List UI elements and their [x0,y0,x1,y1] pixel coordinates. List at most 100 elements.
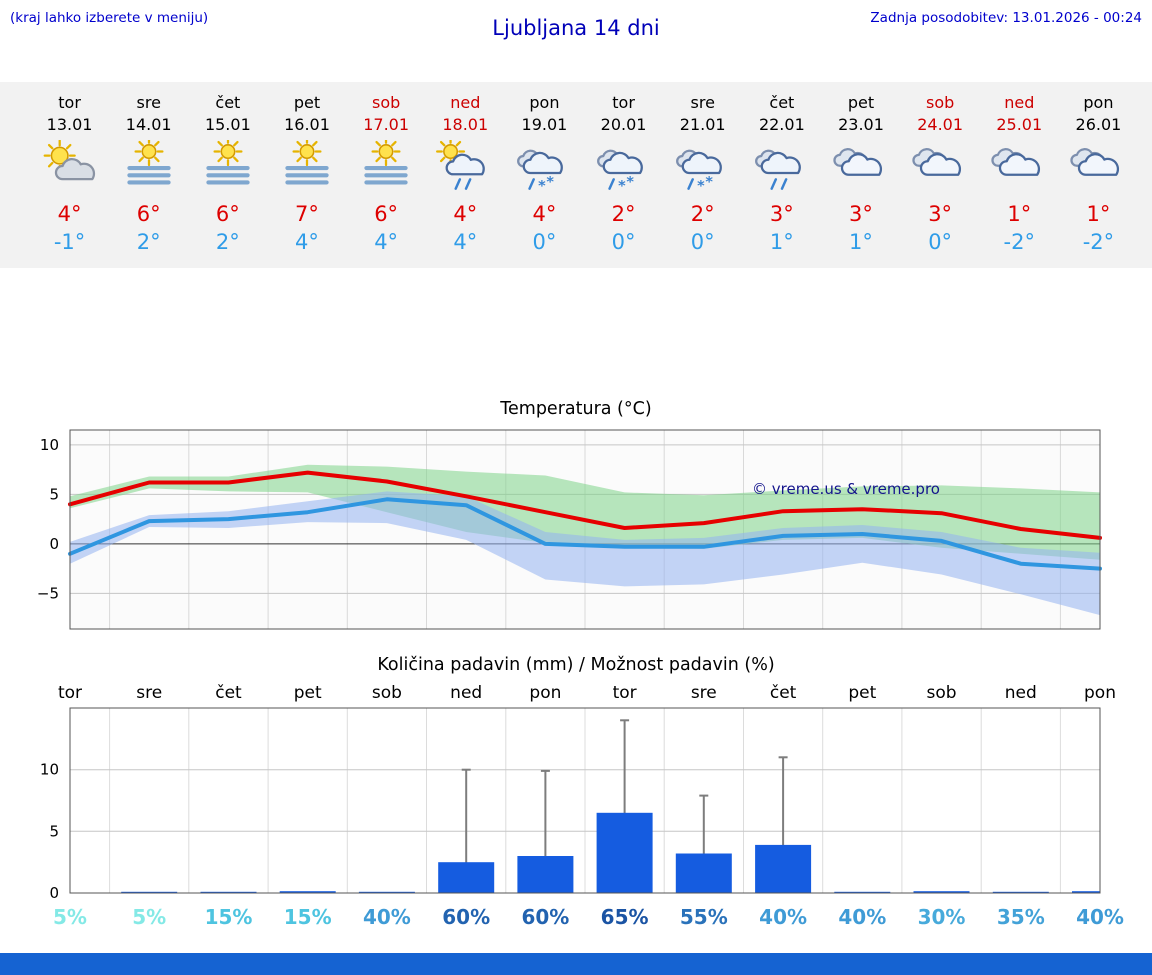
precipitation-chart: tor sre čet pet sob ned pon tor sre čet pet sob ned p… [0,678,1152,930]
day-date: 20.01 [600,114,647,134]
precip-probability: 5% [132,905,166,929]
precip-probability: 40% [838,905,886,929]
day-name: tor [612,93,635,112]
day-column[interactable]: čet 22.01 3° 1° [742,92,821,254]
svg-text:5: 5 [49,822,59,840]
max-temperature-line [68,470,1102,541]
svg-text:0: 0 [49,884,59,902]
svg-text:tor: tor [58,683,82,703]
cloudy-icon [901,140,980,194]
day-column[interactable]: ned 18.01 4° 4° [426,92,505,254]
precip-probability: 60% [521,905,569,929]
day-column[interactable]: sob 17.01 6° 4° [347,92,426,254]
svg-text:*: * [697,179,705,194]
svg-text:0: 0 [49,535,59,553]
min-temperature: 2° [215,230,240,255]
max-temperature: 4° [57,202,82,227]
vertical-gridlines [109,708,1061,894]
day-column[interactable]: sob 24.01 3° 0° [901,92,980,254]
footer-bar [0,953,1152,975]
max-temperature: 7° [295,202,319,227]
forecast-strip: tor 13.01 4° -1° sre 14.01 6° 2° čet 15.01 6° 2° pet… [0,82,1152,269]
day-column[interactable]: sre 21.01 * * 2° 0° [663,92,742,254]
max-temperature: 3° [928,202,953,227]
precipitation-chart-block: Količina padavin (mm) / Možnost padavin … [0,652,1152,930]
y-axis-labels: 10 5 0 −5 [37,436,59,603]
day-column[interactable]: tor 13.01 4° -1° [30,92,109,254]
day-name: tor [58,93,81,112]
y-axis-labels: 0 5 10 [40,761,59,902]
min-temperature-line [68,497,1102,571]
precip-probability-labels: 5% 5% 15% 15% 40% 60% 60% 65% 55% 40% 40% 30% 35% 40% [53,905,1124,929]
sun-fog-glyph [364,140,408,185]
precip-probability: 55% [680,905,728,929]
svg-text:sob: sob [372,683,402,703]
day-column[interactable]: ned 25.01 1° -2° [980,92,1059,254]
sleet-icon: * * [505,140,584,194]
precipitation-plot: tor sre čet pet sob ned pon tor sre čet pet sob ned p… [40,683,1124,929]
min-temperature: 4° [453,230,478,255]
svg-text:10: 10 [40,436,59,454]
precip-bar [755,845,812,894]
day-name: sre [690,93,715,112]
min-temperature: 0° [611,230,636,255]
day-column[interactable]: sre 14.01 6° 2° [109,92,188,254]
precip-probability: 35% [997,905,1045,929]
day-date: 18.01 [442,114,489,134]
precip-probability: 65% [601,905,649,929]
cloudy-glyph [912,148,962,177]
watermark: © vreme.us & vreme.pro [752,480,940,498]
svg-text:*: * [705,175,713,191]
day-date: 26.01 [1075,114,1122,134]
svg-text:čet: čet [770,683,797,703]
day-labels: tor sre čet pet sob ned pon tor sre čet pet sob ned p… [58,683,1116,703]
precip-probability: 5% [53,905,87,929]
cloudy-icon [1059,140,1138,194]
precip-probability: 15% [284,905,332,929]
sun-fog-icon [109,140,188,194]
day-name: čet [769,93,795,112]
sleet-icon: * * [663,140,742,194]
day-date: 15.01 [204,114,251,134]
min-temperature: 0° [532,230,557,255]
min-temperature: 0° [928,230,953,255]
precip-bar [675,853,732,894]
min-temperature: 0° [690,230,715,255]
day-date: 22.01 [758,114,805,134]
day-column[interactable]: tor 20.01 * * 2° 0° [584,92,663,254]
day-column[interactable]: pon 19.01 * * 4° 0° [505,92,584,254]
day-name: sob [371,93,401,112]
min-temperature: 1° [849,230,873,255]
min-range-band [70,491,1100,616]
svg-text:*: * [539,179,547,194]
temperature-plot: 10 5 0 −5 © vreme.us & vreme.pro [37,429,1102,630]
day-name: ned [450,93,481,112]
svg-text:ned: ned [450,683,482,703]
rain-icon [742,140,821,194]
min-temperature: -1° [53,230,86,255]
day-column[interactable]: pon 26.01 1° -2° [1059,92,1138,254]
precip-bar [438,862,495,894]
min-temperature: 2° [136,230,161,255]
precip-bar [596,812,653,894]
day-date: 13.01 [46,114,93,134]
max-temperature: 6° [215,202,240,227]
sun-fog-icon [267,140,346,194]
min-temperature: 4° [374,230,399,255]
page-title: Ljubljana 14 dni [492,16,660,40]
cloudy-glyph [1070,148,1120,177]
day-column[interactable]: pet 23.01 3° 1° [821,92,900,254]
day-name: sre [136,93,161,112]
max-temperature: 4° [532,202,557,227]
day-column[interactable]: pet 16.01 7° 4° [267,92,346,254]
sun-rain-icon [426,140,505,194]
min-temperature: 1° [769,230,794,255]
svg-text:*: * [626,175,634,191]
day-name: čet [215,93,241,112]
day-column[interactable]: čet 15.01 6° 2° [188,92,267,254]
precip-probability: 40% [759,905,807,929]
sleet-glyph: * * [517,149,564,194]
svg-text:ned: ned [1005,683,1037,703]
day-date: 25.01 [996,114,1043,134]
sun-fog-icon [347,140,426,194]
